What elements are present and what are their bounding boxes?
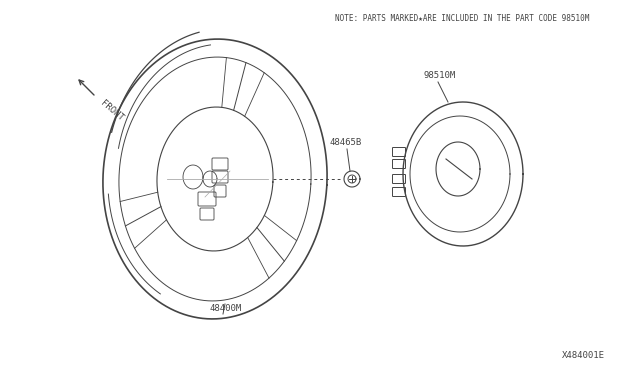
Text: NOTE: PARTS MARKED★ARE INCLUDED IN THE PART CODE 98510M: NOTE: PARTS MARKED★ARE INCLUDED IN THE P… <box>335 14 589 23</box>
Text: FRONT: FRONT <box>99 99 125 123</box>
Text: 48465B: 48465B <box>330 138 362 147</box>
Text: 98510M: 98510M <box>423 71 455 80</box>
Text: 48400M: 48400M <box>209 304 241 313</box>
Text: X484001E: X484001E <box>562 351 605 360</box>
